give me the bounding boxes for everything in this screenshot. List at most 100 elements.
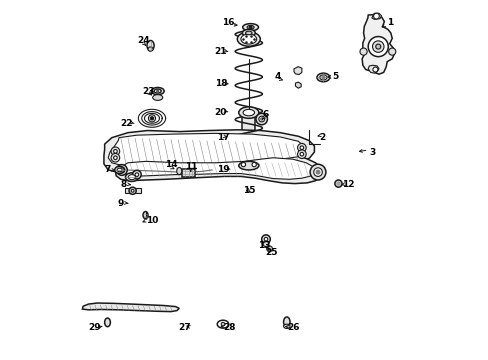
Ellipse shape [131,189,134,192]
Ellipse shape [359,48,366,55]
Polygon shape [367,65,378,73]
Ellipse shape [176,167,182,175]
Ellipse shape [104,318,110,327]
Ellipse shape [313,168,322,176]
Ellipse shape [243,109,254,116]
Text: 8: 8 [121,180,127,189]
Polygon shape [242,111,255,159]
Text: 9: 9 [117,199,124,208]
Ellipse shape [148,115,155,122]
Text: 25: 25 [265,248,278,257]
Polygon shape [108,134,303,166]
Ellipse shape [336,182,339,185]
Ellipse shape [135,173,139,176]
Ellipse shape [150,117,153,120]
Ellipse shape [147,41,154,50]
Polygon shape [371,13,381,19]
Ellipse shape [251,162,256,167]
Ellipse shape [249,26,251,29]
Polygon shape [293,67,301,75]
Text: 10: 10 [145,216,158,225]
Ellipse shape [238,107,258,118]
Polygon shape [124,188,140,193]
Ellipse shape [297,150,305,158]
Text: 3: 3 [369,148,375,157]
Ellipse shape [283,324,289,328]
Ellipse shape [128,175,135,180]
Ellipse shape [132,170,141,179]
Text: 16: 16 [221,18,234,27]
Ellipse shape [117,168,122,172]
Ellipse shape [120,168,124,172]
Polygon shape [182,168,195,177]
Text: 20: 20 [214,108,226,117]
Text: 18: 18 [214,80,226,89]
Ellipse shape [217,320,228,328]
Ellipse shape [367,37,387,57]
Text: 5: 5 [332,72,338,81]
Ellipse shape [283,317,289,327]
Text: 6: 6 [263,110,268,119]
Ellipse shape [261,235,270,243]
Polygon shape [239,161,257,168]
Ellipse shape [255,113,267,125]
Ellipse shape [242,30,255,37]
Text: 4: 4 [274,72,281,81]
Text: 11: 11 [185,162,197,171]
Ellipse shape [142,212,148,219]
Ellipse shape [152,95,163,100]
Ellipse shape [154,89,161,93]
Polygon shape [362,14,394,74]
Text: 14: 14 [164,161,177,170]
Polygon shape [122,158,315,179]
Ellipse shape [319,75,326,80]
Text: 22: 22 [121,119,133,128]
Text: 19: 19 [216,166,229,175]
Ellipse shape [372,41,383,52]
Ellipse shape [241,34,256,44]
Ellipse shape [258,116,264,122]
Text: 2: 2 [319,133,325,142]
Ellipse shape [113,156,117,159]
Ellipse shape [372,67,377,72]
Text: 29: 29 [88,323,101,332]
Ellipse shape [221,322,224,326]
Polygon shape [295,82,301,88]
Text: 7: 7 [104,166,110,175]
Text: 27: 27 [178,323,191,332]
Ellipse shape [125,173,138,181]
Ellipse shape [115,166,124,174]
Ellipse shape [111,153,120,162]
Ellipse shape [242,24,258,31]
Ellipse shape [238,161,258,170]
Ellipse shape [316,170,319,174]
Text: 13: 13 [258,241,270,250]
Ellipse shape [129,187,136,194]
Ellipse shape [297,143,305,152]
Ellipse shape [148,47,153,51]
Polygon shape [82,303,179,312]
Text: 21: 21 [214,47,226,56]
Text: 1: 1 [386,18,392,27]
Ellipse shape [373,13,379,19]
Ellipse shape [113,149,117,153]
Ellipse shape [111,147,120,156]
Ellipse shape [300,146,303,149]
Ellipse shape [309,164,325,180]
Ellipse shape [246,26,254,29]
Polygon shape [115,153,321,184]
Text: 17: 17 [216,133,229,142]
Ellipse shape [388,48,395,55]
Ellipse shape [263,241,268,247]
Text: 26: 26 [287,323,300,332]
Polygon shape [104,130,314,173]
Ellipse shape [245,31,251,35]
Text: 23: 23 [142,86,154,95]
Text: 28: 28 [223,323,235,332]
Ellipse shape [316,73,329,82]
Ellipse shape [237,32,260,46]
Ellipse shape [260,118,262,120]
Text: 24: 24 [137,36,149,45]
Ellipse shape [151,87,164,95]
Ellipse shape [266,246,272,252]
